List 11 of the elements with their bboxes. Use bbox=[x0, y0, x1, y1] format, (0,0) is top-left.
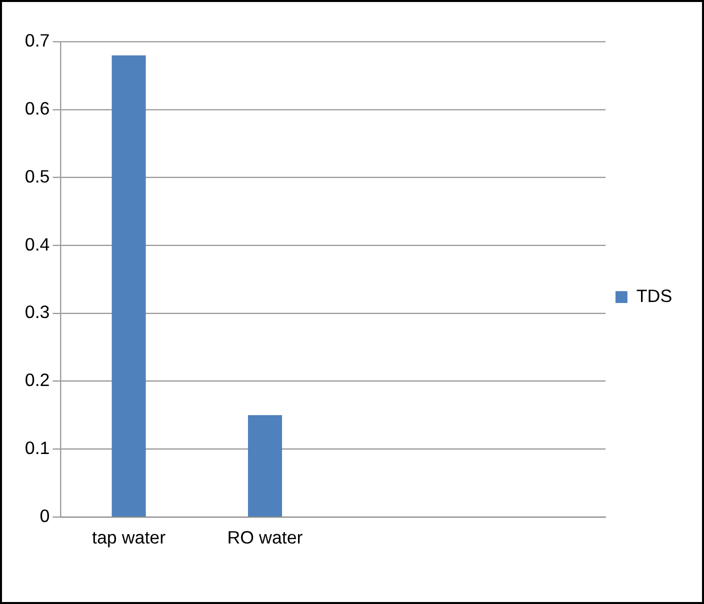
y-tick-label: 0.5 bbox=[24, 166, 50, 186]
y-tick-label: 0.2 bbox=[24, 370, 50, 390]
y-tick-label: 0.3 bbox=[24, 302, 50, 322]
y-tick-label: 0 bbox=[40, 506, 50, 526]
legend-label: TDS bbox=[636, 286, 672, 306]
y-tick-label: 0.4 bbox=[24, 234, 50, 254]
y-tick-label: 0.1 bbox=[24, 438, 50, 458]
y-tick-label: 0.7 bbox=[24, 30, 50, 51]
x-tick-label: RO water bbox=[227, 528, 303, 548]
y-tick-label: 0.6 bbox=[24, 98, 50, 119]
x-tick-label: tap water bbox=[92, 528, 166, 548]
